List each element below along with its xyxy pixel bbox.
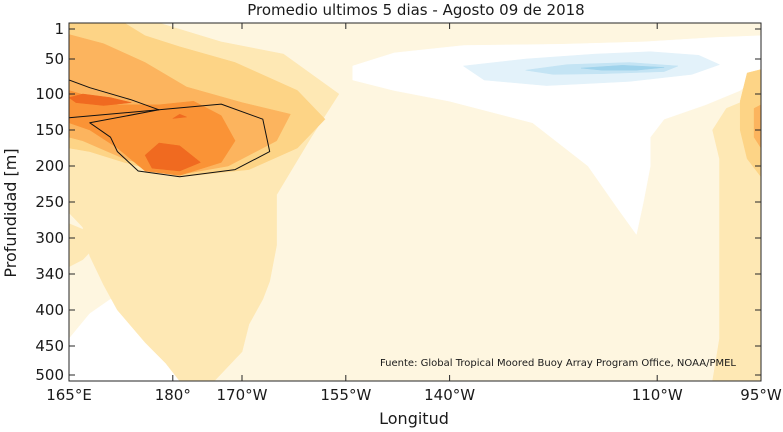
y-tick-label: 450 — [35, 337, 64, 355]
chart-title: Promedio ultimos 5 dias - Agosto 09 de 2… — [247, 1, 584, 19]
contour-lines — [69, 79, 271, 178]
contour-region-level--3 — [580, 65, 665, 71]
y-tick-label: 1 — [54, 20, 64, 38]
x-axis: 165°E 180° 170°W 155°W 140°W 110°W 95°W — [46, 23, 782, 404]
contour-region-level-6 — [144, 142, 201, 172]
contour-region-level-2 — [69, 223, 104, 268]
contour-fills — [69, 23, 761, 381]
y-tick-label: 340 — [35, 265, 64, 283]
x-tick-label: 155°W — [320, 386, 371, 404]
x-tick-label: 95°W — [740, 386, 782, 404]
x-tick-label: 165°E — [46, 386, 92, 404]
contour-line — [89, 103, 271, 178]
y-tick-label: 300 — [35, 229, 64, 247]
contour-region-level-0 — [352, 35, 761, 235]
contour-region-level-2 — [712, 93, 761, 381]
x-tick-label: 140°W — [424, 386, 475, 404]
y-tick-label: 50 — [45, 50, 64, 68]
y-tick-label: 250 — [35, 193, 64, 211]
x-axis-label: Longitud — [379, 409, 449, 428]
y-tick-label: 500 — [35, 366, 64, 384]
x-tick-label: 110°W — [632, 386, 683, 404]
y-tick-label: 200 — [35, 157, 64, 175]
contour-region-level-3 — [739, 69, 761, 178]
contour-region-level-6 — [172, 113, 187, 119]
x-tick-label: 180° — [155, 386, 191, 404]
x-tick-label: 170°W — [217, 386, 268, 404]
y-tick-label: 400 — [35, 301, 64, 319]
y-tick-label: 100 — [35, 85, 64, 103]
contour-region-level-5 — [69, 90, 236, 176]
y-axis-label: Profundidad [m] — [1, 148, 20, 277]
contour-line — [69, 79, 160, 119]
contour-region-level-6 — [69, 93, 132, 106]
y-tick-label: 150 — [35, 121, 64, 139]
source-note: Fuente: Global Tropical Moored Buoy Arra… — [380, 358, 736, 369]
contour-region-level-4 — [753, 104, 761, 149]
